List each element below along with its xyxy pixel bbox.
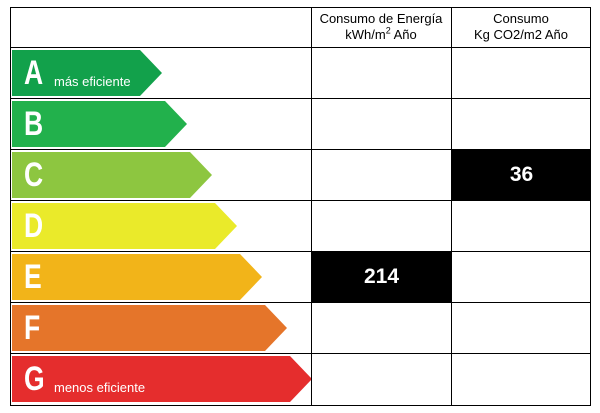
rating-letter: F (24, 309, 41, 347)
grid-line (311, 7, 312, 406)
energy-value-box: 214 (312, 252, 451, 302)
co2-header-line2: Kg CO2/m2 Año (474, 27, 568, 42)
rating-arrow-b: B (12, 101, 187, 147)
rating-letter: C (24, 156, 44, 194)
rating-letter: A (24, 54, 44, 92)
rating-letter: D (24, 207, 44, 245)
co2-value-box: 36 (452, 150, 591, 200)
energy-header-line2: kWh/m2 Año (345, 25, 417, 42)
rating-arrow-e: E (12, 254, 262, 300)
grid-line (590, 7, 591, 406)
energy-consumption-header: Consumo de Energía kWh/m2 Año (311, 7, 451, 47)
grid-line (10, 251, 591, 252)
grid-line (10, 7, 591, 8)
grid-line (10, 149, 591, 150)
rating-letter: G (24, 360, 45, 398)
rating-label: más eficiente (54, 74, 131, 89)
co2-header-line1: Consumo (493, 11, 549, 26)
grid-line (451, 7, 452, 406)
grid-line (10, 200, 591, 201)
energy-certificate-table: Consumo de Energía kWh/m2 Año Consumo Kg… (10, 7, 591, 406)
rating-arrow-f: F (12, 305, 287, 351)
grid-line (10, 47, 591, 48)
rating-arrow-c: C (12, 152, 212, 198)
grid-line (10, 7, 11, 406)
grid-line (10, 98, 591, 99)
rating-letter: B (24, 105, 44, 143)
rating-label: menos eficiente (54, 380, 146, 395)
co2-emissions-header: Consumo Kg CO2/m2 Año (451, 7, 591, 47)
energy-header-line1: Consumo de Energía (319, 11, 443, 26)
grid-line (10, 353, 591, 354)
grid-line (10, 302, 591, 303)
grid-line (10, 405, 591, 406)
rating-arrow-d: D (12, 203, 237, 249)
rating-letter: E (24, 258, 42, 296)
